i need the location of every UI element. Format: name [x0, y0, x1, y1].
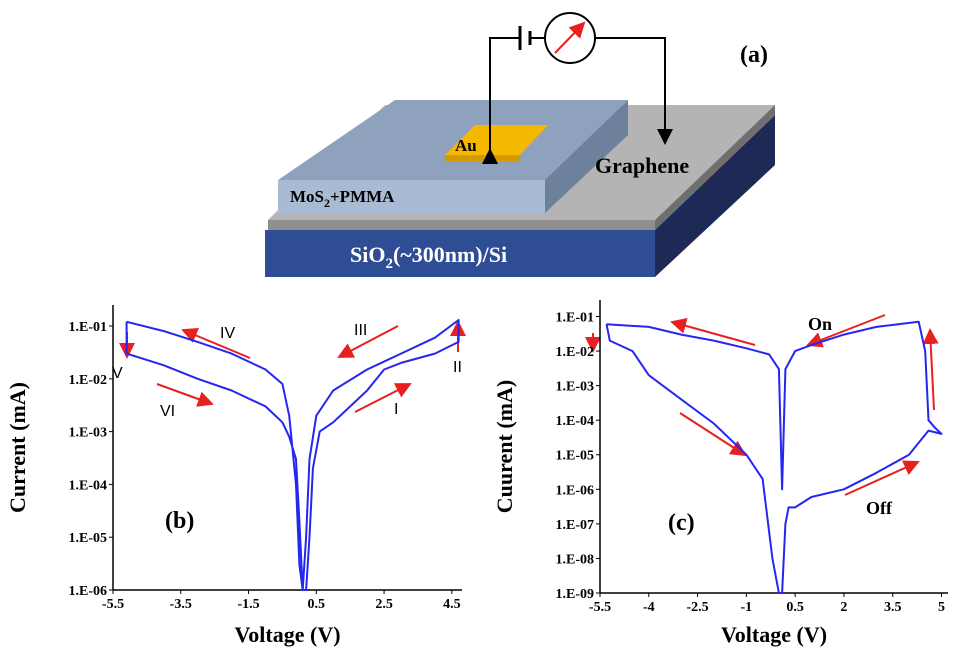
figure: (a) Au Graphene MoS2+PMMA SiO2(~300nm)/S…: [0, 0, 953, 647]
annotation: III: [354, 322, 367, 339]
x-tick-label: 2.5: [375, 597, 393, 612]
au-front: [445, 155, 520, 161]
x-tick-label: -5.5: [102, 597, 124, 612]
x-tick-label: -1.5: [237, 597, 259, 612]
arrow: [183, 330, 250, 358]
x-tick-label: 5: [938, 600, 945, 615]
annotation: VI: [160, 403, 175, 420]
annotation: I: [394, 401, 398, 418]
x-tick-label: 0.5: [308, 597, 326, 612]
annotation: II: [453, 359, 462, 376]
x-axis-title: Voltage (V): [234, 622, 340, 647]
y-tick-label: 1.E-05: [556, 449, 595, 464]
subscript: 2: [385, 256, 393, 272]
y-tick-label: 1.E-08: [556, 552, 595, 567]
arrow: [680, 413, 745, 455]
panel-label: (a): [740, 42, 768, 68]
text: (~300nm)/Si: [393, 242, 507, 267]
au-label: Au: [455, 136, 477, 155]
y-tick-label: 1.E-02: [556, 345, 595, 360]
chart: 1.E-061.E-051.E-041.E-031.E-021.E-01-5.5…: [5, 305, 462, 647]
x-tick-label: 0.5: [786, 600, 804, 615]
y-tick-label: 1.E-06: [556, 483, 595, 498]
y-tick-label: 1.E-02: [69, 373, 108, 388]
y-tick-label: 1.E-01: [556, 310, 595, 325]
y-axis-title: Cuurent (mA): [492, 380, 517, 513]
y-tick-label: 1.E-05: [69, 531, 108, 546]
graphene-front: [268, 220, 655, 230]
annotation: IV: [220, 325, 235, 342]
x-axis-title: Voltage (V): [721, 622, 827, 647]
arrow: [845, 462, 918, 495]
arrow: [930, 330, 934, 410]
y-tick-label: 1.E-04: [556, 414, 595, 429]
graphene-label: Graphene: [595, 153, 689, 178]
iv-curve: [607, 322, 942, 593]
x-tick-label: -4: [643, 600, 655, 615]
x-tick-label: -3.5: [170, 597, 192, 612]
arrow: [355, 384, 410, 412]
arrow: [339, 326, 398, 357]
text: +PMMA: [330, 187, 395, 206]
device-diagram: (a) Au Graphene MoS2+PMMA SiO2(~300nm)/S…: [265, 13, 775, 277]
annotation: Off: [866, 498, 893, 518]
panel-label: (c): [668, 510, 695, 536]
text: SiO: [350, 242, 385, 267]
y-tick-label: 1.E-03: [556, 380, 595, 395]
y-tick-label: 1.E-04: [69, 478, 108, 493]
arrow: [157, 384, 212, 404]
annotations: IV III II I V VI (b) On Off (c): [112, 314, 934, 536]
x-tick-label: 3.5: [884, 600, 902, 615]
text: MoS: [290, 187, 324, 206]
y-tick-label: 1.E-01: [69, 320, 108, 335]
annotation: On: [808, 314, 832, 334]
x-tick-label: 2: [840, 600, 847, 615]
iv-curve: [127, 320, 459, 590]
x-tick-label: -5.5: [589, 600, 611, 615]
y-axis-title: Current (mA): [5, 382, 30, 513]
y-tick-label: 1.E-03: [69, 426, 108, 441]
x-tick-label: 4.5: [443, 597, 461, 612]
y-tick-label: 1.E-07: [556, 518, 595, 533]
chart: 1.E-091.E-081.E-071.E-061.E-051.E-041.E-…: [492, 300, 948, 647]
x-tick-label: -2.5: [686, 600, 708, 615]
x-tick-label: -1: [741, 600, 753, 615]
panel-label: (b): [165, 508, 194, 534]
